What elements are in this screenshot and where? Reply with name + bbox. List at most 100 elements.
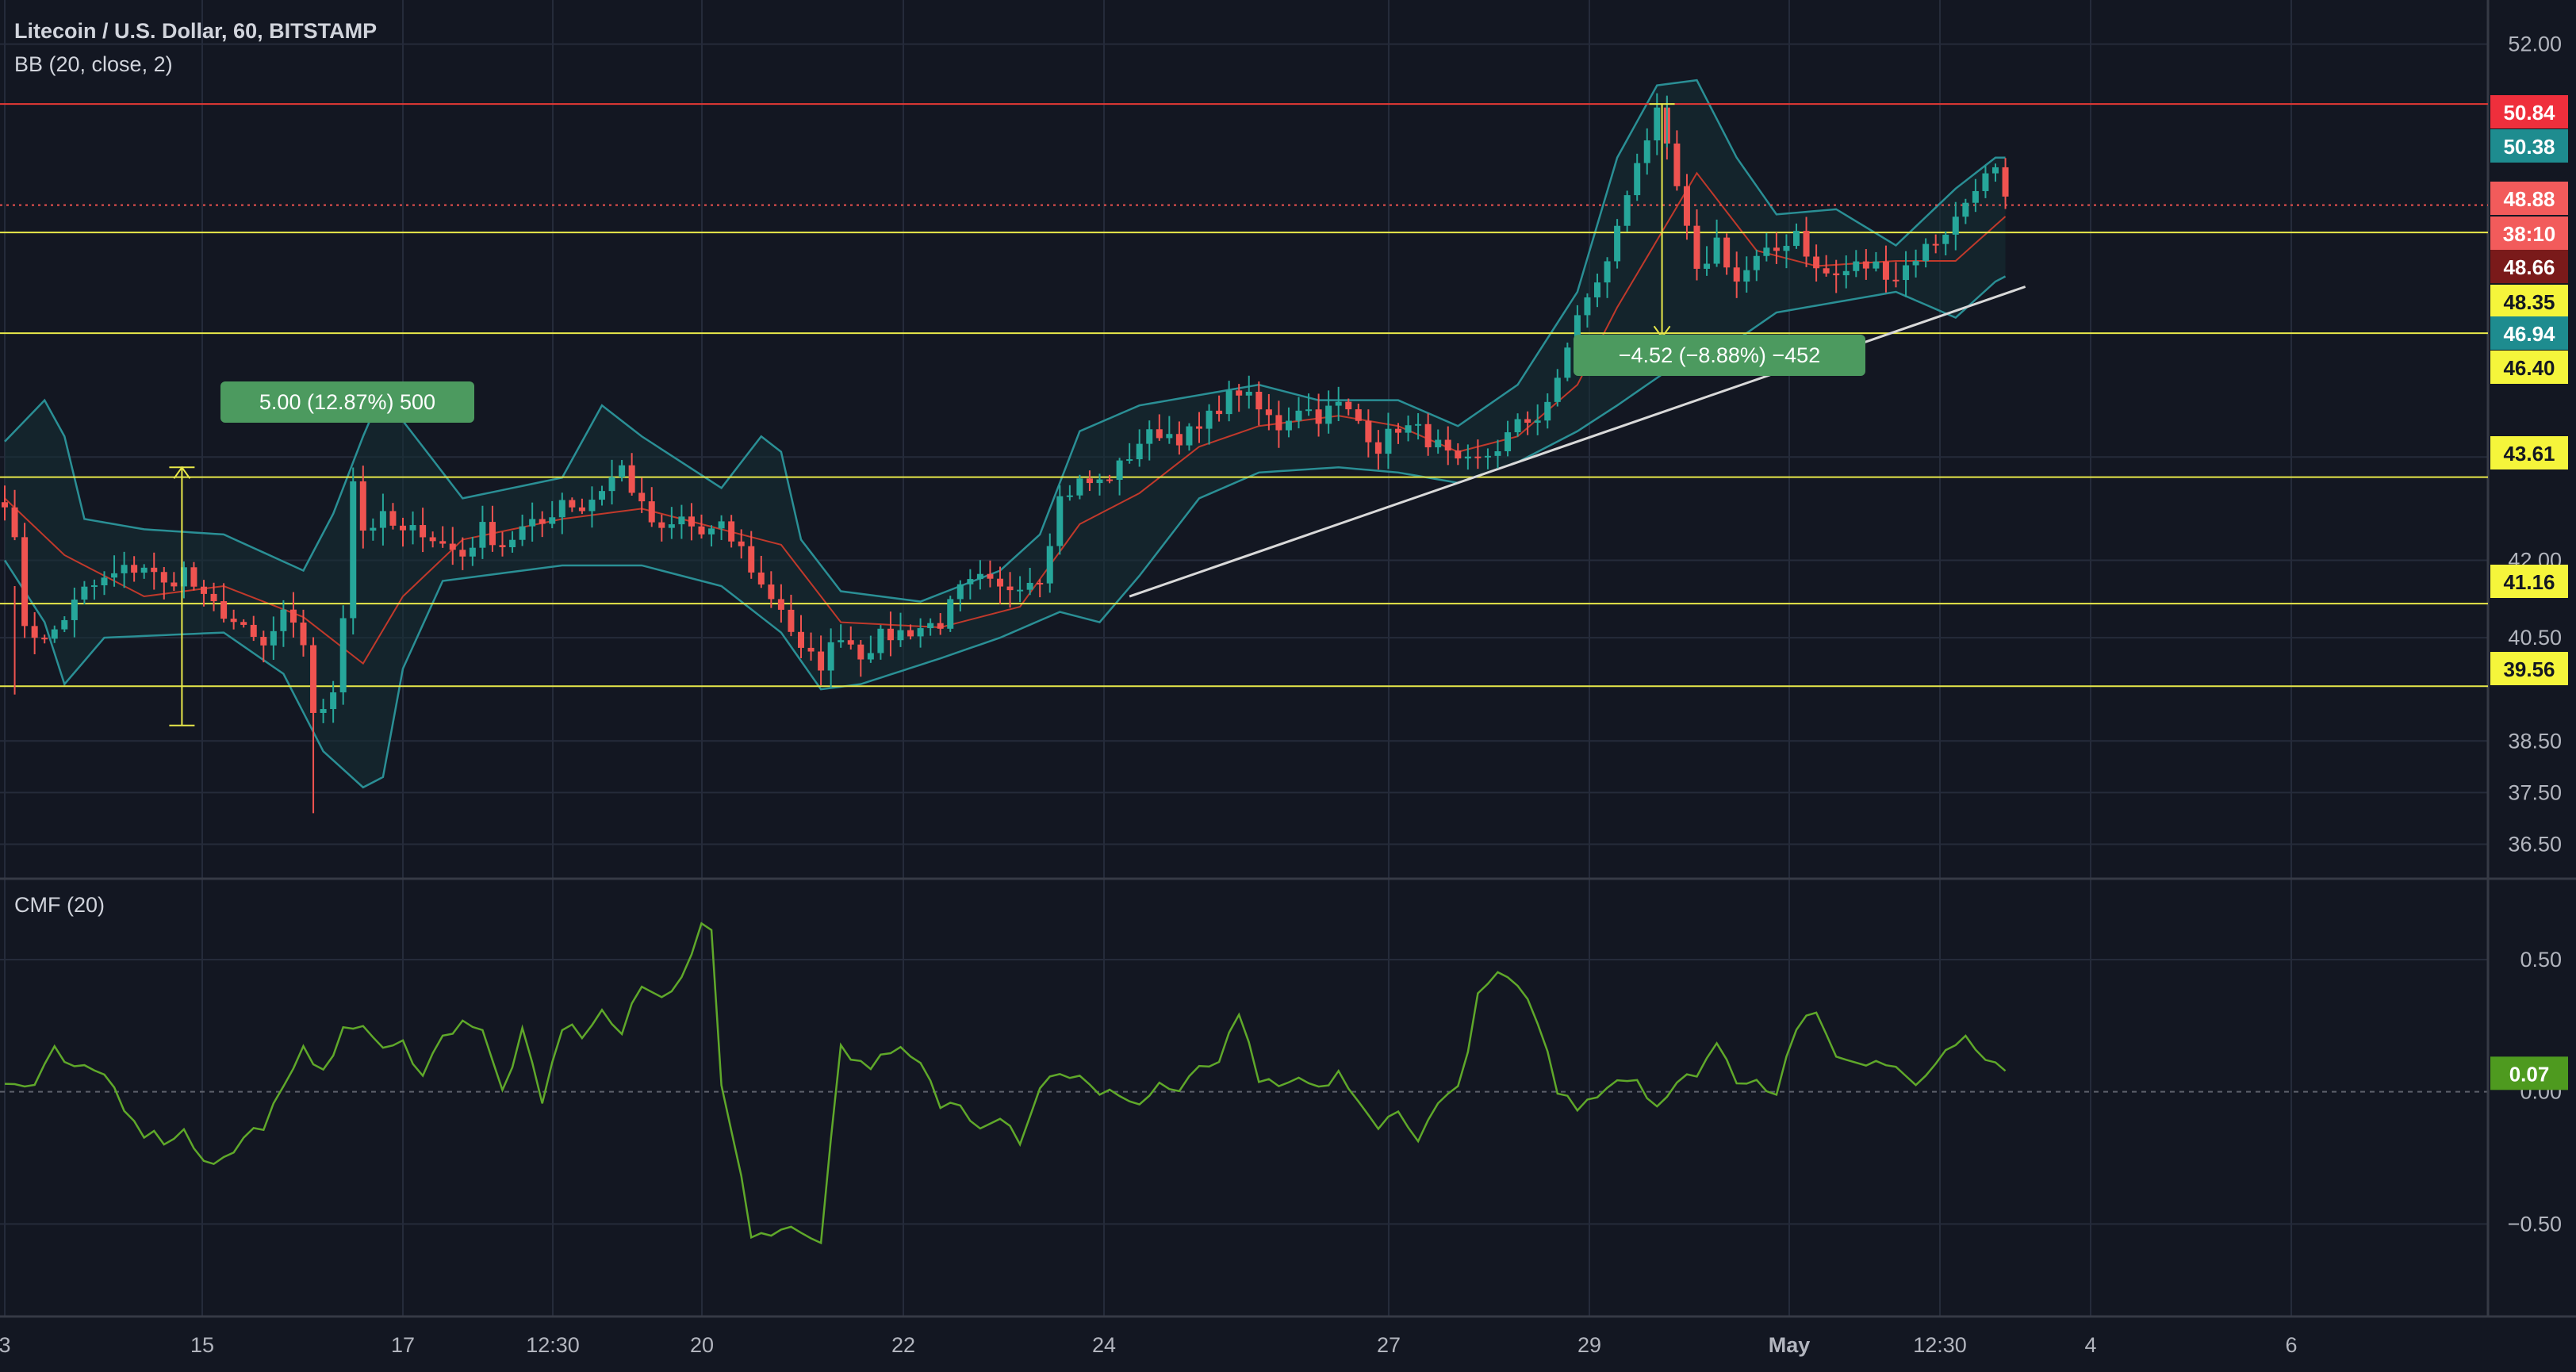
candle-body [1753,255,1760,270]
time-tick-label: 12:30 [1913,1333,1967,1357]
candle-body [1873,261,1880,269]
candle-body [1385,428,1392,454]
cmf-legend: CMF (20) [14,893,105,917]
time-tick-label: 27 [1377,1333,1401,1357]
chart-title: Litecoin / U.S. Dollar, 60, BITSTAMP [14,19,378,43]
candle-body [51,629,58,639]
candle-body [1275,415,1282,431]
candle-body [359,481,366,531]
price-badge-48.88: 48.88 [2490,182,2568,215]
price-badge-bg [2490,351,2568,384]
candle-body [1175,434,1183,446]
candle-body [1046,546,1053,584]
candle-body [818,651,825,671]
candle-body [788,609,795,632]
candle-body [140,567,148,573]
candle-body [1882,261,1889,280]
candle-body [1614,225,1621,262]
candle-body [1206,410,1213,429]
candle-body [1285,420,1292,431]
candle-body [201,586,207,594]
candle-body [1136,443,1143,460]
candle-body [1236,390,1243,396]
price-badge-label: 50.38 [2503,135,2555,159]
cmf-tick-label: 0.50 [2520,948,2562,972]
price-badge-41.16: 41.16 [2490,565,2568,598]
price-badge-bg [2490,436,2568,469]
cmf-tick-label: −0.50 [2508,1212,2562,1236]
candle-body [1355,409,1362,421]
candle-body [1424,423,1432,448]
candle-body [389,511,397,526]
time-axis: 3 15 17 12:30 20 22 24 27 29 May 12:30 4 6 [0,1333,2298,1357]
time-tick-label: 20 [690,1333,714,1357]
candle-body [1683,186,1690,226]
candle-body [71,600,78,620]
measure-label-box [220,381,474,423]
candle-body [619,465,626,477]
candle-body [1345,401,1352,410]
candle-body [907,630,914,637]
price-badge-48.35: 48.35 [2490,285,2568,318]
candle-body [180,567,187,587]
candle-body [350,481,357,619]
time-tick-label: May [1769,1333,1811,1357]
candle-body [509,539,516,547]
candle-body [1026,582,1033,590]
candle-body [678,516,685,525]
candle-body [1634,163,1641,196]
measure-arrow [173,466,191,479]
candle-body [1903,265,1910,281]
candle-body [1713,237,1720,264]
candle-body [1813,256,1820,269]
candle-body [857,644,864,660]
candle-body [1942,234,1949,244]
candle-body [270,630,277,646]
candle-body [339,618,347,693]
candle-body [1464,456,1471,459]
candle-body [1444,439,1451,451]
candle-body [1823,268,1830,274]
candle-body [250,624,257,638]
candle-body [151,567,158,573]
candle-body [1693,225,1700,269]
candle-body [588,500,596,512]
candle-body [877,628,884,653]
candle-body [688,516,695,527]
cmf-badge-bg [2490,1056,2568,1090]
time-tick-label: 3 [0,1333,11,1357]
price-badge-48.66: 48.66 [2490,250,2568,283]
price-tick-label: 37.50 [2508,780,2562,804]
candle-body [997,578,1003,587]
candle-body [1505,432,1512,451]
price-badge-label: 48.35 [2503,290,2555,314]
price-badge-bg [2490,285,2568,318]
time-tick-label: 22 [891,1333,915,1357]
candle-body [698,526,705,535]
candle-body [1196,426,1202,429]
candle-body [628,465,635,493]
candle-body [1654,107,1661,141]
price-badge-label: 41.16 [2503,570,2555,594]
candle-body [529,519,536,527]
time-tick-label: 29 [1577,1333,1601,1357]
candle-body [1225,390,1232,415]
candle-body [917,628,924,637]
candle-body [459,550,466,557]
price-badge-label: 46.40 [2503,356,2555,380]
candle-body [90,585,98,588]
candle-body [1037,582,1044,584]
price-badge-label: 43.61 [2503,442,2555,466]
candle-body [807,647,815,652]
candle-body [1056,496,1064,546]
candle-body [1564,347,1571,378]
candle-body [867,653,874,660]
bollinger-legend: BB (20, close, 2) [14,52,173,76]
candle-body [131,565,138,573]
price-tick-label: 52.00 [2508,33,2562,56]
candle-body [558,500,565,518]
candle-body [1295,410,1302,421]
time-tick-label: 4 [2084,1333,2096,1357]
price-badge-bg [2490,250,2568,283]
